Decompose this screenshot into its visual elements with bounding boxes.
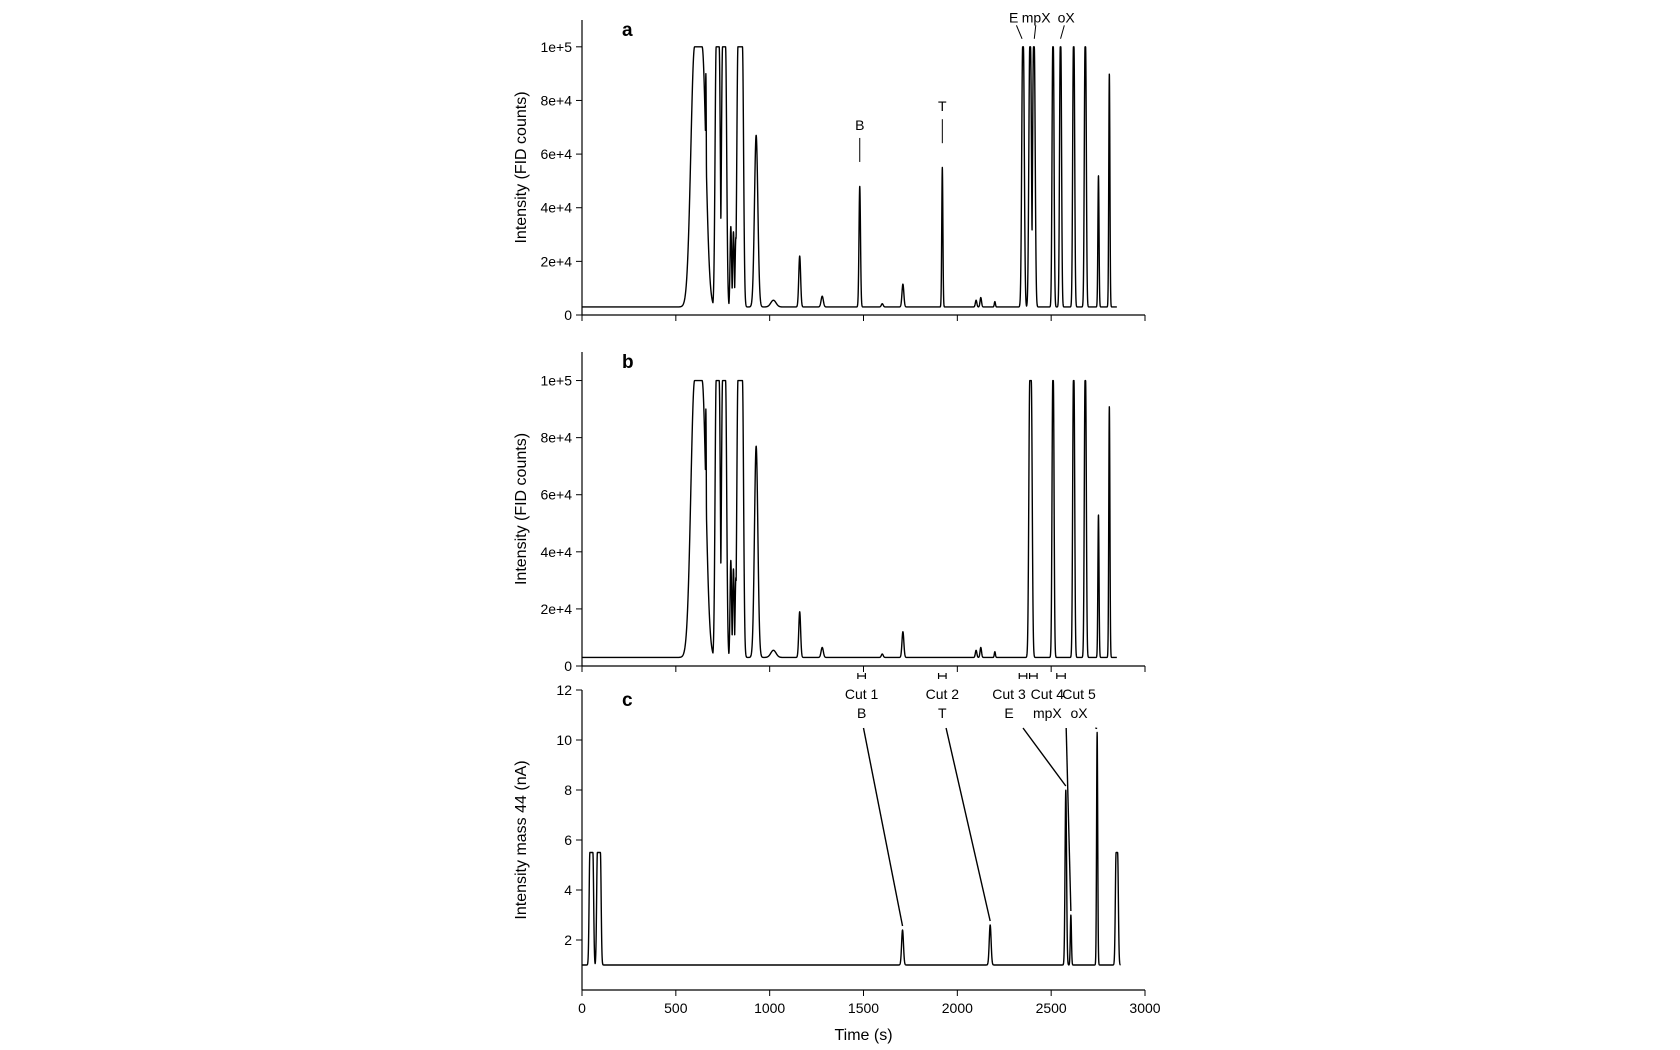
chromatogram-trace (581, 379, 1118, 659)
cut-connector-line (1022, 727, 1067, 787)
cut-label: Cut 4 (1031, 686, 1065, 702)
x-tick-label: 2000 (942, 1000, 973, 1016)
peak-annotation-marker (1033, 25, 1037, 39)
cut-label: Cut 3 (992, 686, 1026, 702)
peak-annotation-label: mpX (1022, 10, 1051, 26)
panel-a: 0 2e+4 4e+4 6e+4 8e+4 1e+5 Intensity (FID coun… (513, 10, 1146, 323)
x-tick-label: 500 (664, 1000, 688, 1016)
cut-label: Cut 5 (1062, 686, 1096, 702)
y-tick-label: 2e+4 (540, 601, 572, 617)
cut-connector-line (1065, 727, 1072, 912)
peak-annotation-marker (1060, 25, 1065, 39)
y-tick-label: 0 (564, 307, 572, 323)
peak-annotation-label: oX (1058, 10, 1076, 26)
cut-compound-label: oX (1070, 705, 1088, 721)
peak-annotation-label: B (855, 117, 864, 133)
peak-annotation-label: E (1009, 10, 1018, 26)
panel-c: 2 4 6 8 10 12 0 500 1000 1500 2000 2500 3000 Intensit… (513, 673, 1161, 1044)
chromatogram-trace (581, 46, 1118, 308)
cut-connector-line (862, 727, 904, 927)
chromatogram-trace (581, 731, 1122, 966)
y-tick-label: 4 (564, 882, 572, 898)
x-tick-label: 1000 (754, 1000, 785, 1016)
peak-annotation-label: T (938, 98, 947, 114)
panel-letter: a (622, 20, 633, 41)
y-tick-label: 1e+5 (540, 373, 572, 389)
y-tick-label: 1e+5 (540, 39, 572, 55)
y-tick-label: 4e+4 (540, 544, 572, 560)
y-axis-title: Intensity mass 44 (nA) (513, 760, 530, 919)
cut-label: Cut 1 (845, 686, 879, 702)
panel-letter: c (622, 690, 633, 711)
y-tick-label: 2 (564, 932, 572, 948)
y-tick-label: 2e+4 (540, 253, 572, 269)
y-axis-title: Intensity (FID counts) (513, 433, 530, 585)
y-tick-label: 6e+4 (540, 487, 572, 503)
x-tick-label: 3000 (1129, 1000, 1160, 1016)
y-tick-label: 8e+4 (540, 92, 572, 108)
cut-compound-label: B (857, 705, 866, 721)
y-tick-label: 10 (556, 732, 572, 748)
y-tick-label: 0 (564, 658, 572, 674)
cut-connector-line (945, 727, 991, 922)
y-tick-label: 8e+4 (540, 430, 572, 446)
y-axis-title: Intensity (FID counts) (513, 91, 530, 243)
y-tick-label: 8 (564, 782, 572, 798)
x-tick-label: 0 (578, 1000, 586, 1016)
panel-letter: b (622, 352, 634, 373)
y-tick-label: 6 (564, 832, 572, 848)
cut-compound-label: T (938, 705, 947, 721)
cut-compound-label: mpX (1033, 705, 1062, 721)
cut-label: Cut 2 (926, 686, 960, 702)
y-tick-label: 6e+4 (540, 146, 572, 162)
cut-connector-line (1095, 727, 1098, 730)
x-axis-title: Time (s) (834, 1027, 892, 1044)
y-tick-label: 4e+4 (540, 200, 572, 216)
x-tick-label: 2500 (1036, 1000, 1067, 1016)
x-tick-label: 1500 (848, 1000, 879, 1016)
cut-compound-label: E (1004, 705, 1013, 721)
peak-annotation-marker (1015, 25, 1023, 39)
y-tick-label: 12 (556, 682, 572, 698)
panel-b: 0 2e+4 4e+4 6e+4 8e+4 1e+5 Intensity (FID coun… (513, 352, 1146, 674)
